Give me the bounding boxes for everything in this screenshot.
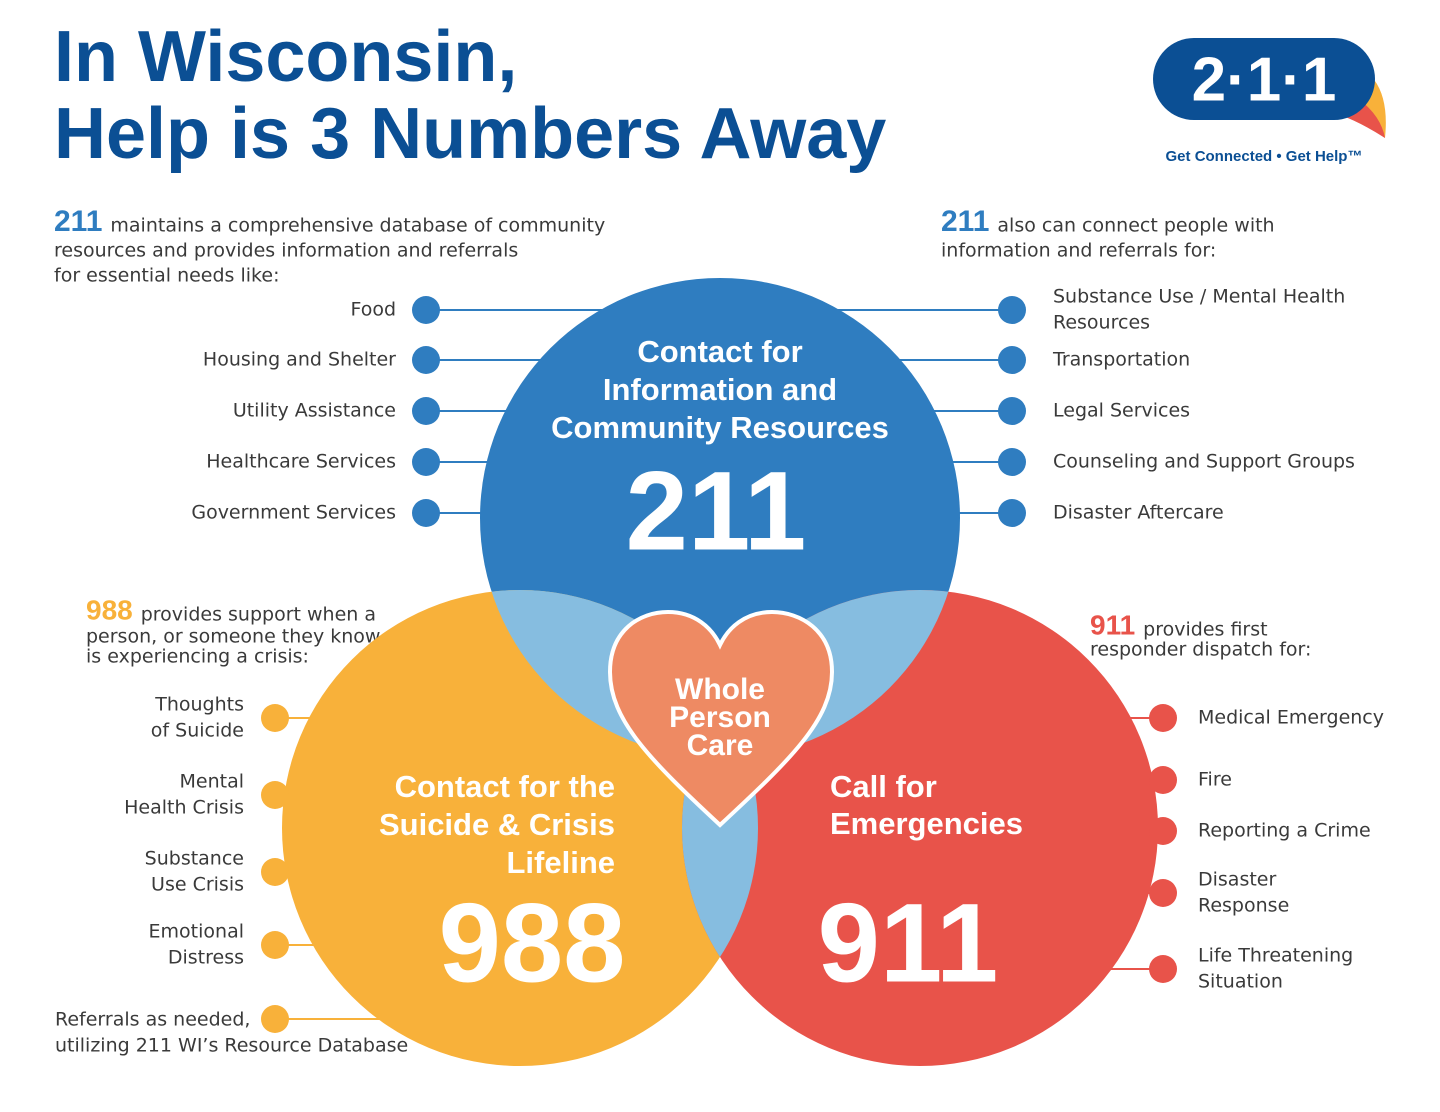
intro-text: information and referrals for: xyxy=(941,240,1216,262)
item-text: Emotional xyxy=(149,921,244,943)
item-dot xyxy=(1149,879,1177,907)
item-dot xyxy=(998,397,1026,425)
item-text: Mental xyxy=(180,771,245,793)
intro-text: is experiencing a crisis: xyxy=(86,646,309,668)
item-text: Distress xyxy=(168,947,244,969)
item-text: Utility Assistance xyxy=(233,400,396,422)
item-dot xyxy=(412,397,440,425)
intro-text: also can connect people with xyxy=(997,215,1274,237)
intro-text: for essential needs like: xyxy=(54,265,279,287)
item-text: Housing and Shelter xyxy=(203,349,396,371)
heart-text: Care xyxy=(687,729,754,762)
circle-heading: Community Resources xyxy=(551,410,889,445)
item-dot xyxy=(998,296,1026,324)
item-dot xyxy=(412,296,440,324)
item-text: Disaster Aftercare xyxy=(1053,502,1224,524)
logo-tagline: Get Connected • Get Help™ xyxy=(1166,148,1363,165)
item-text: Substance xyxy=(145,848,244,870)
heart-text: Person xyxy=(669,701,771,734)
intro-text: resources and provides information and r… xyxy=(54,240,518,262)
intro-text: provides support when a xyxy=(141,604,376,626)
item-dot xyxy=(412,346,440,374)
item-dot xyxy=(412,499,440,527)
circle-number: 911 xyxy=(818,881,999,1006)
item-dot xyxy=(998,346,1026,374)
item-text: utilizing 211 WI’s Resource Database xyxy=(55,1035,408,1057)
item-text: Response xyxy=(1198,895,1289,917)
item-text: of Suicide xyxy=(151,720,244,742)
item-text: Food xyxy=(350,299,396,321)
title: Help is 3 Numbers Away xyxy=(54,94,886,174)
item-text: Health Crisis xyxy=(124,797,244,819)
item-text: Substance Use / Mental Health xyxy=(1053,286,1345,308)
item-dot xyxy=(412,448,440,476)
item-text: Life Threatening xyxy=(1198,945,1353,967)
intro-number: 911 xyxy=(1090,609,1135,640)
circle-heading: Suicide & Crisis xyxy=(379,807,615,842)
intro-text: person, or someone they know, xyxy=(86,626,387,648)
item-text: Fire xyxy=(1198,769,1232,791)
item-text: Medical Emergency xyxy=(1198,707,1384,729)
logo-number: 2·1·1 xyxy=(1192,45,1337,114)
circle-heading: Contact for the xyxy=(395,769,615,804)
item-text: Thoughts xyxy=(154,694,244,716)
circle-heading: Call for xyxy=(830,769,937,804)
item-dot xyxy=(261,931,289,959)
item-dot xyxy=(1149,817,1177,845)
heart xyxy=(607,609,835,828)
intro-text: responder dispatch for: xyxy=(1090,639,1311,661)
intro-number: 211 xyxy=(941,205,989,238)
title: In Wisconsin, xyxy=(54,17,517,97)
circle-number: 211 xyxy=(626,449,807,574)
item-text: Disaster xyxy=(1198,869,1276,891)
item-text: Reporting a Crime xyxy=(1198,820,1371,842)
item-text: Referrals as needed, xyxy=(55,1009,250,1031)
item-dot xyxy=(1149,766,1177,794)
intro-number: 211 xyxy=(54,205,102,238)
item-text: Transportation xyxy=(1052,349,1190,371)
item-dot xyxy=(1149,704,1177,732)
item-text: Government Services xyxy=(191,502,396,524)
item-dot xyxy=(261,704,289,732)
item-text: Situation xyxy=(1198,971,1283,993)
item-dot xyxy=(261,781,289,809)
circle-heading: Lifeline xyxy=(506,845,615,880)
item-dot xyxy=(261,1005,289,1033)
item-dot xyxy=(998,499,1026,527)
intro-text: maintains a comprehensive database of co… xyxy=(110,215,605,237)
item-text: Resources xyxy=(1053,312,1150,334)
circle-number: 988 xyxy=(439,881,626,1006)
item-text: Counseling and Support Groups xyxy=(1053,451,1355,473)
item-text: Use Crisis xyxy=(151,874,244,896)
item-dot xyxy=(261,858,289,886)
circle-heading: Information and xyxy=(603,372,837,407)
item-text: Healthcare Services xyxy=(206,451,396,473)
intro-text: provides first xyxy=(1143,619,1267,641)
item-dot xyxy=(1149,955,1177,983)
item-dot xyxy=(998,448,1026,476)
heart-text: Whole xyxy=(675,673,765,706)
circle-heading: Emergencies xyxy=(830,806,1023,841)
item-text: Legal Services xyxy=(1053,400,1190,422)
circle-heading: Contact for xyxy=(637,334,802,369)
intro-number: 988 xyxy=(86,594,133,625)
logo-bubble xyxy=(1153,38,1375,120)
